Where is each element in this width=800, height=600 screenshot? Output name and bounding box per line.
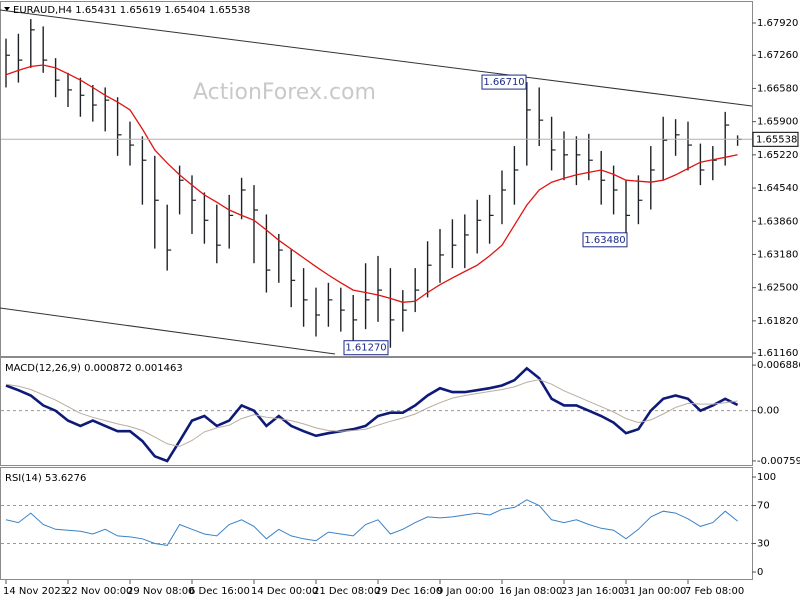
moving-average [5,64,738,303]
y-tick-label: 1.61160 [757,348,798,359]
x-tick-label: 6 Dec 16:00 [189,586,250,597]
x-tick-label: 23 Jan 16:00 [561,586,624,597]
y-tick-label: 100 [757,472,776,483]
x-tick-label: 31 Jan 00:00 [623,586,686,597]
y-tick-label: 1.64540 [757,183,798,194]
price-annotation: 1.66710 [483,77,524,88]
x-tick-label: 21 Dec 08:00 [313,586,380,597]
rsi-panel [0,467,753,580]
x-tick-label: 14 Dec 00:00 [251,586,318,597]
last-price-label: 1.65538 [756,134,797,145]
macd-title: MACD(12,26,9) 0.000872 0.001463 [5,363,183,374]
x-tick-label: 29 Dec 16:00 [375,586,442,597]
y-tick-label: 0 [757,567,763,578]
rsi-title: RSI(14) 53.6276 [5,473,86,484]
price-annotation-box [481,74,527,90]
x-tick-label: 16 Jan 08:00 [499,586,562,597]
y-tick-label: 0.00 [757,406,779,417]
y-tick-label: 1.65220 [757,150,798,161]
price-annotation-box [582,232,628,248]
lower-trendline [0,307,336,355]
y-tick-label: 1.62500 [757,283,798,294]
x-tick-label: 14 Nov 2023 [3,586,67,597]
y-tick-label: 30 [757,539,770,550]
watermark: ActionForex.com [193,80,376,105]
indicator-line [5,499,738,546]
price-annotation: 1.61270 [345,343,386,354]
y-tick-label: 1.67260 [757,50,798,61]
indicator-line [5,379,738,447]
x-tick-label: 22 Nov 00:00 [65,586,132,597]
y-tick-label: 70 [757,501,770,512]
y-tick-label: 1.66580 [757,83,798,94]
price-annotation: 1.63480 [584,235,625,246]
x-tick-label: 7 Feb 08:00 [685,586,744,597]
y-tick-label: 0.006886 [757,360,800,371]
price-panel [0,1,753,357]
y-tick-label: 1.67920 [757,18,798,29]
y-tick-label: 1.61820 [757,316,798,327]
upper-trendline [0,9,753,107]
indicator-line [5,366,739,463]
price-annotation-box [343,340,389,356]
y-tick-label: 1.63180 [757,249,798,260]
y-tick-label: 1.65900 [757,117,798,128]
last-price-box [752,131,799,147]
x-tick-label: 29 Nov 08:00 [127,586,194,597]
chart-title: EURAUD,H4 1.65431 1.65619 1.65404 1.6553… [13,5,250,16]
panel-marker [4,7,10,11]
macd-panel [0,357,753,466]
y-tick-label: 1.63860 [757,216,798,227]
x-tick-label: 9 Jan 00:00 [437,586,494,597]
